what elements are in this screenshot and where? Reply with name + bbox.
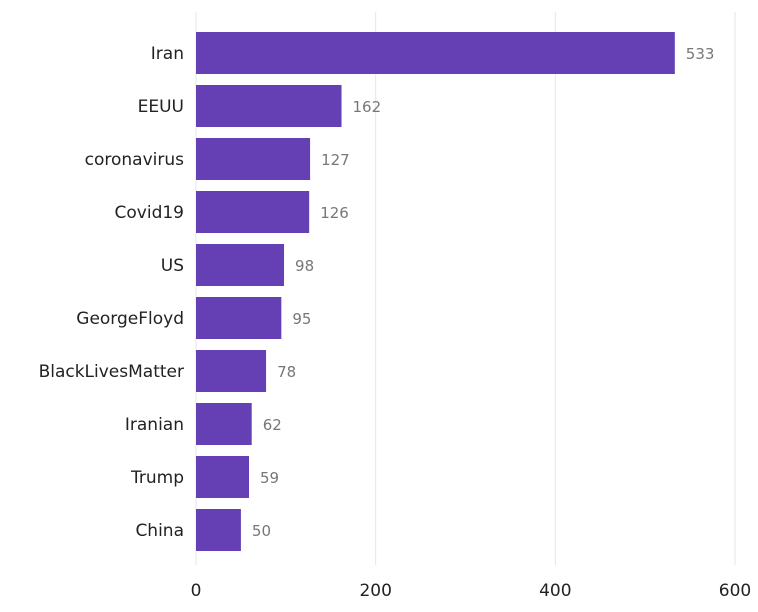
x-tick-label: 400 bbox=[539, 581, 571, 601]
category-label: Iranian bbox=[125, 415, 184, 435]
value-label: 126 bbox=[320, 204, 349, 222]
x-tick-label: 0 bbox=[191, 581, 202, 601]
category-labels: Iran EEUU coronavirus Covid19 US GeorgeFloyd B… bbox=[39, 44, 185, 541]
bar bbox=[196, 297, 282, 339]
value-labels: 533 162 127 126 98 95 78 62 59 50 bbox=[252, 45, 715, 540]
value-label: 95 bbox=[292, 310, 311, 328]
category-label: Iran bbox=[151, 44, 184, 64]
bar bbox=[196, 509, 241, 551]
category-label: EEUU bbox=[138, 97, 184, 117]
value-label: 127 bbox=[321, 151, 350, 169]
bar bbox=[196, 138, 311, 180]
bar bbox=[196, 32, 675, 74]
category-label: China bbox=[135, 521, 184, 541]
bar bbox=[196, 244, 285, 286]
value-label: 50 bbox=[252, 522, 271, 540]
value-label: 78 bbox=[277, 363, 296, 381]
category-label: Trump bbox=[130, 468, 184, 488]
category-label: GeorgeFloyd bbox=[76, 309, 184, 329]
bar bbox=[196, 403, 252, 445]
value-label: 162 bbox=[353, 98, 382, 116]
bar-series bbox=[196, 32, 675, 551]
category-label: Covid19 bbox=[115, 203, 184, 223]
category-label: coronavirus bbox=[85, 150, 185, 170]
bar bbox=[196, 350, 267, 392]
bar bbox=[196, 85, 342, 127]
bar bbox=[196, 456, 250, 498]
x-tick-label: 600 bbox=[719, 581, 751, 601]
x-axis-ticks: 0 200 400 600 bbox=[191, 581, 752, 601]
value-label: 98 bbox=[295, 257, 314, 275]
x-tick-label: 200 bbox=[359, 581, 391, 601]
category-label: US bbox=[161, 256, 184, 276]
value-label: 62 bbox=[263, 416, 282, 434]
value-label: 533 bbox=[686, 45, 715, 63]
bar bbox=[196, 191, 310, 233]
value-label: 59 bbox=[260, 469, 279, 487]
category-label: BlackLivesMatter bbox=[39, 362, 184, 382]
